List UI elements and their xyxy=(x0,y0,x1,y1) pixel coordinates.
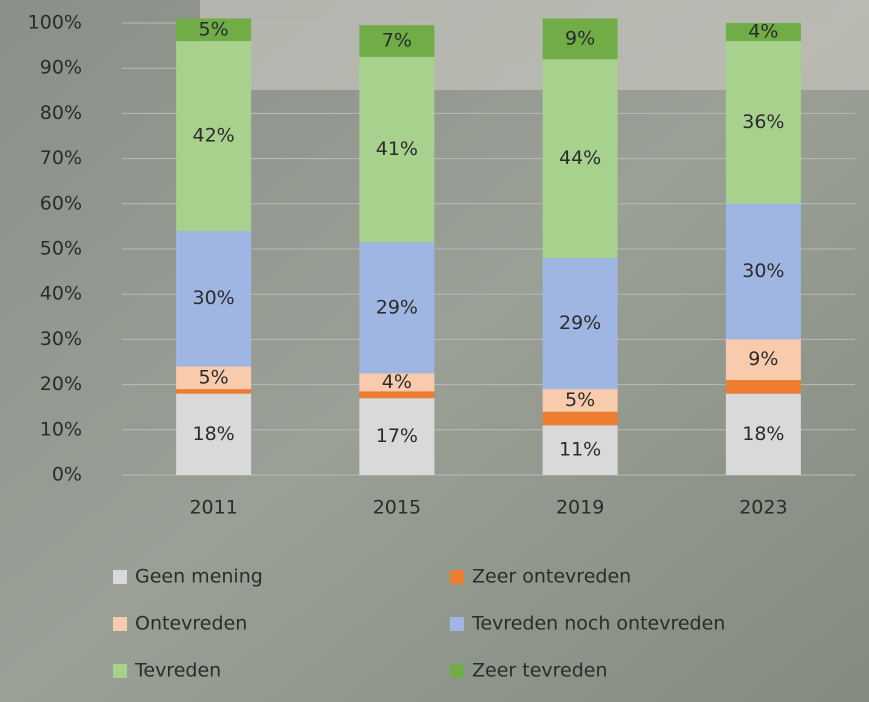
legend-swatch xyxy=(113,617,127,631)
bar-segment xyxy=(725,203,801,340)
y-tick-label: 0% xyxy=(52,464,82,486)
bar-segment xyxy=(176,366,252,390)
y-tick-label: 70% xyxy=(40,147,82,169)
x-tick-label: 2023 xyxy=(739,497,787,519)
bar-segment xyxy=(176,41,252,231)
data-label: 5% xyxy=(565,389,595,411)
legend-swatch xyxy=(450,617,464,631)
data-label: 11% xyxy=(559,439,601,461)
y-tick-label: 40% xyxy=(40,283,82,305)
y-tick-label: 90% xyxy=(40,57,82,79)
data-label: 44% xyxy=(559,147,601,169)
data-label: 5% xyxy=(199,366,229,388)
y-tick-label: 30% xyxy=(40,328,82,350)
legend-swatch xyxy=(113,570,127,584)
data-label: 4% xyxy=(382,371,412,393)
data-label: 42% xyxy=(193,125,235,147)
data-label: 17% xyxy=(376,425,418,447)
data-label: 29% xyxy=(559,312,601,334)
bar-segment xyxy=(359,391,435,399)
data-label: 30% xyxy=(742,260,784,282)
bar-segment xyxy=(542,389,618,412)
x-tick-label: 2019 xyxy=(556,497,604,519)
data-label: 41% xyxy=(376,138,418,160)
y-tick-label: 10% xyxy=(40,418,82,440)
data-label: 18% xyxy=(742,423,784,445)
data-label: 4% xyxy=(748,21,778,43)
y-tick-label: 80% xyxy=(40,102,82,124)
data-label: 9% xyxy=(748,348,778,370)
legend-label: Geen mening xyxy=(135,566,263,588)
data-label: 5% xyxy=(199,18,229,40)
legend-label: Zeer ontevreden xyxy=(472,566,631,588)
bar-segment xyxy=(176,18,252,42)
bar-segment xyxy=(542,411,618,426)
bar-segment xyxy=(359,25,435,57)
y-tick-label: 20% xyxy=(40,373,82,395)
bar-segment xyxy=(542,18,618,60)
bar-segment xyxy=(176,393,252,475)
bar-segment xyxy=(725,393,801,475)
data-label: 30% xyxy=(193,287,235,309)
bar-segment xyxy=(542,59,618,259)
data-label: 18% xyxy=(193,423,235,445)
bar-segment xyxy=(542,425,618,475)
bar-segment xyxy=(176,230,252,367)
bar-segment xyxy=(725,339,801,381)
x-tick-label: 2015 xyxy=(373,497,421,519)
bar-segment xyxy=(359,56,435,243)
bar-segment xyxy=(176,389,252,394)
x-tick-label: 2011 xyxy=(189,497,237,519)
legend-label: Ontevreden xyxy=(135,613,247,635)
data-label: 9% xyxy=(565,27,595,49)
y-tick-label: 50% xyxy=(40,238,82,260)
bar-segment xyxy=(725,41,801,204)
bar-segment xyxy=(725,380,801,394)
legend-label: Tevreden noch ontevreden xyxy=(471,613,725,635)
data-label: 7% xyxy=(382,30,412,52)
y-tick-label: 100% xyxy=(28,12,82,34)
legend-label: Tevreden xyxy=(134,660,221,682)
bar-segment xyxy=(359,373,435,392)
bar-segment xyxy=(542,258,618,390)
legend-label: Zeer tevreden xyxy=(472,660,608,682)
data-label: 29% xyxy=(376,296,418,318)
y-tick-label: 60% xyxy=(40,192,82,214)
bar-segment xyxy=(359,398,435,475)
data-label: 36% xyxy=(742,111,784,133)
bar-segment xyxy=(359,242,435,374)
legend-swatch xyxy=(450,570,464,584)
legend-swatch xyxy=(450,664,464,678)
legend-swatch xyxy=(113,664,127,678)
bar-segment xyxy=(725,23,801,42)
